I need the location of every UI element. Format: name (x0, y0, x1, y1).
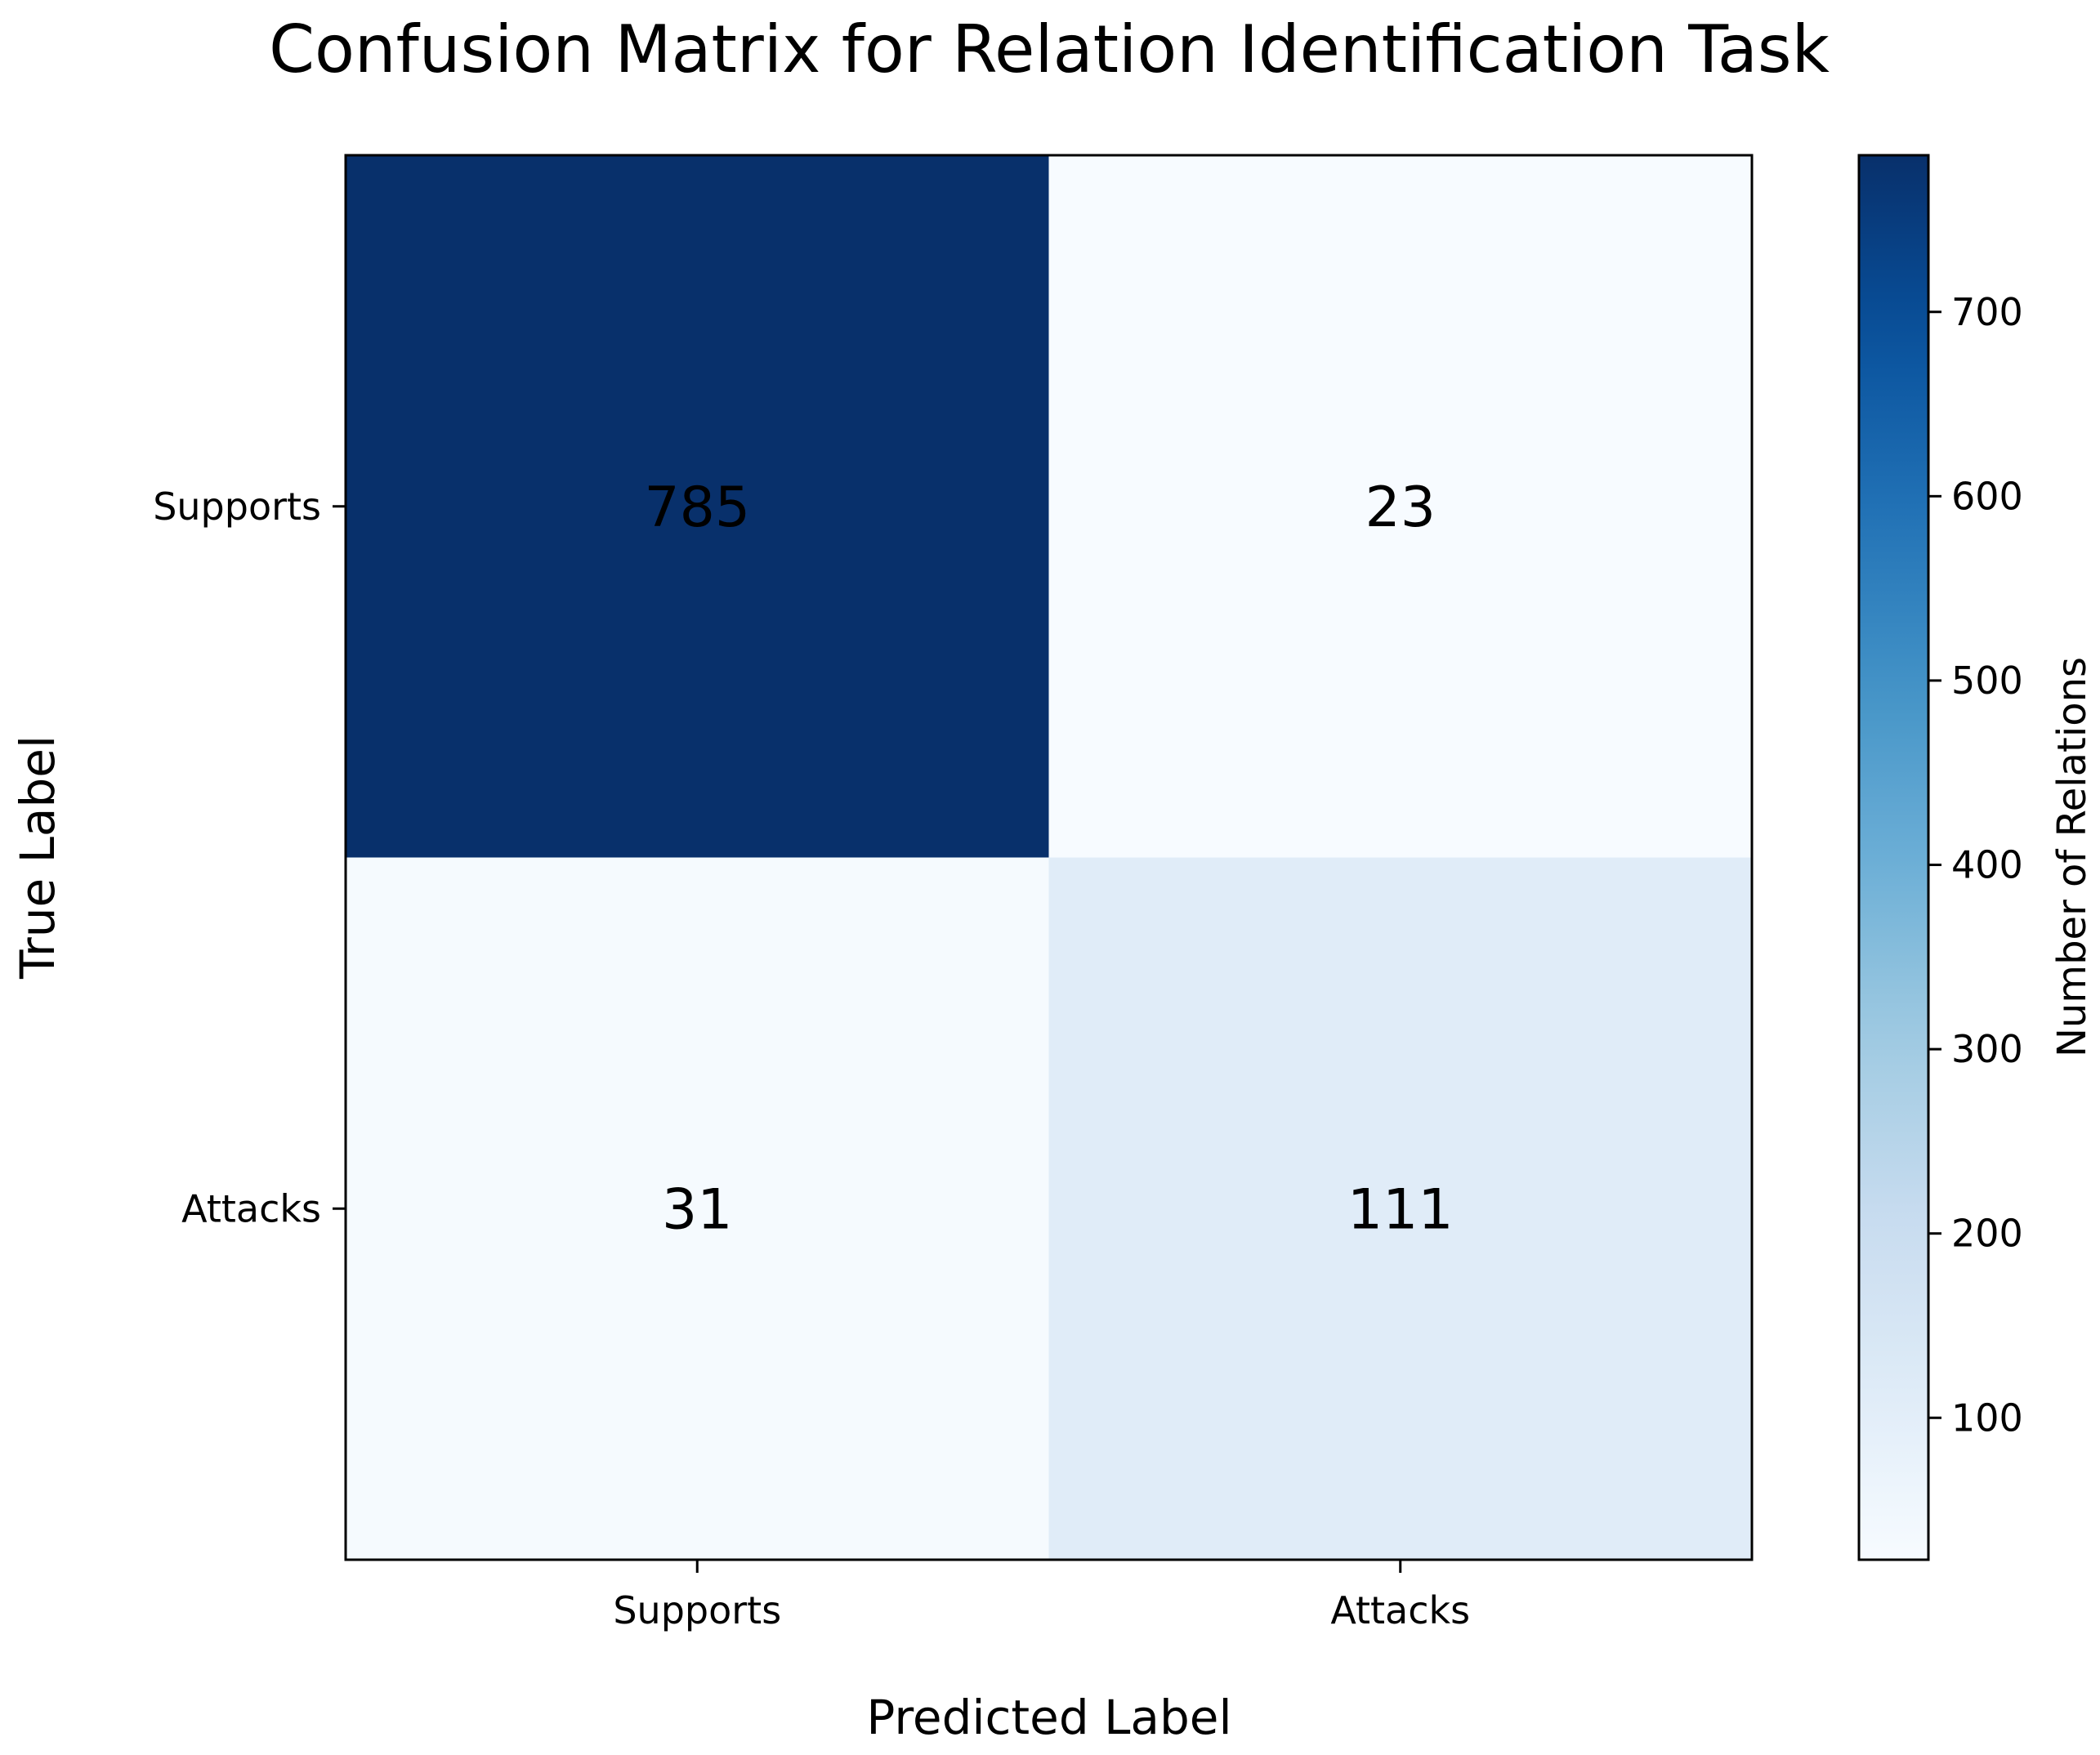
heatmap-cell (1048, 857, 1753, 1561)
colorbar (1857, 154, 1930, 1561)
cell-value-label: 785 (644, 476, 750, 540)
heatmap-cell (1048, 155, 1753, 858)
colorbar-tick-label: 600 (1951, 474, 2023, 518)
heatmap-cells: 785 23 31 111 (346, 155, 1753, 1561)
cell-value-label: 111 (1347, 1177, 1454, 1242)
y-axis-label: True Label (10, 735, 65, 980)
y-tick-label: Supports (153, 485, 321, 529)
heatmap-cell (346, 857, 1049, 1561)
chart-title: Confusion Matrix for Relation Identifica… (269, 11, 1830, 87)
y-axis-ticks: Supports Attacks (153, 485, 346, 1230)
colorbar-tick-label: 400 (1951, 843, 2023, 887)
colorbar-tick-label: 100 (1951, 1396, 2023, 1440)
cell-value-label: 31 (662, 1177, 733, 1242)
colorbar-tick-label: 500 (1951, 659, 2023, 703)
cell-value-label: 23 (1365, 476, 1436, 540)
colorbar-ticks: 100 200 300 400 500 600 700 (1928, 290, 2023, 1440)
plot-frame (344, 154, 1754, 1561)
colorbar-tick-label: 700 (1951, 290, 2023, 334)
x-tick-label: Supports (613, 1588, 781, 1632)
colorbar-label: Number of Relations (2049, 657, 2095, 1057)
y-tick-label: Attacks (181, 1186, 321, 1230)
colorbar-tick-label: 300 (1951, 1027, 2023, 1071)
heatmap-cell (346, 155, 1049, 858)
x-axis-ticks: Supports Attacks (613, 1560, 1470, 1632)
x-axis-label: Predicted Label (866, 1690, 1231, 1745)
x-tick-label: Attacks (1330, 1588, 1470, 1632)
colorbar-tick-label: 200 (1951, 1212, 2023, 1256)
